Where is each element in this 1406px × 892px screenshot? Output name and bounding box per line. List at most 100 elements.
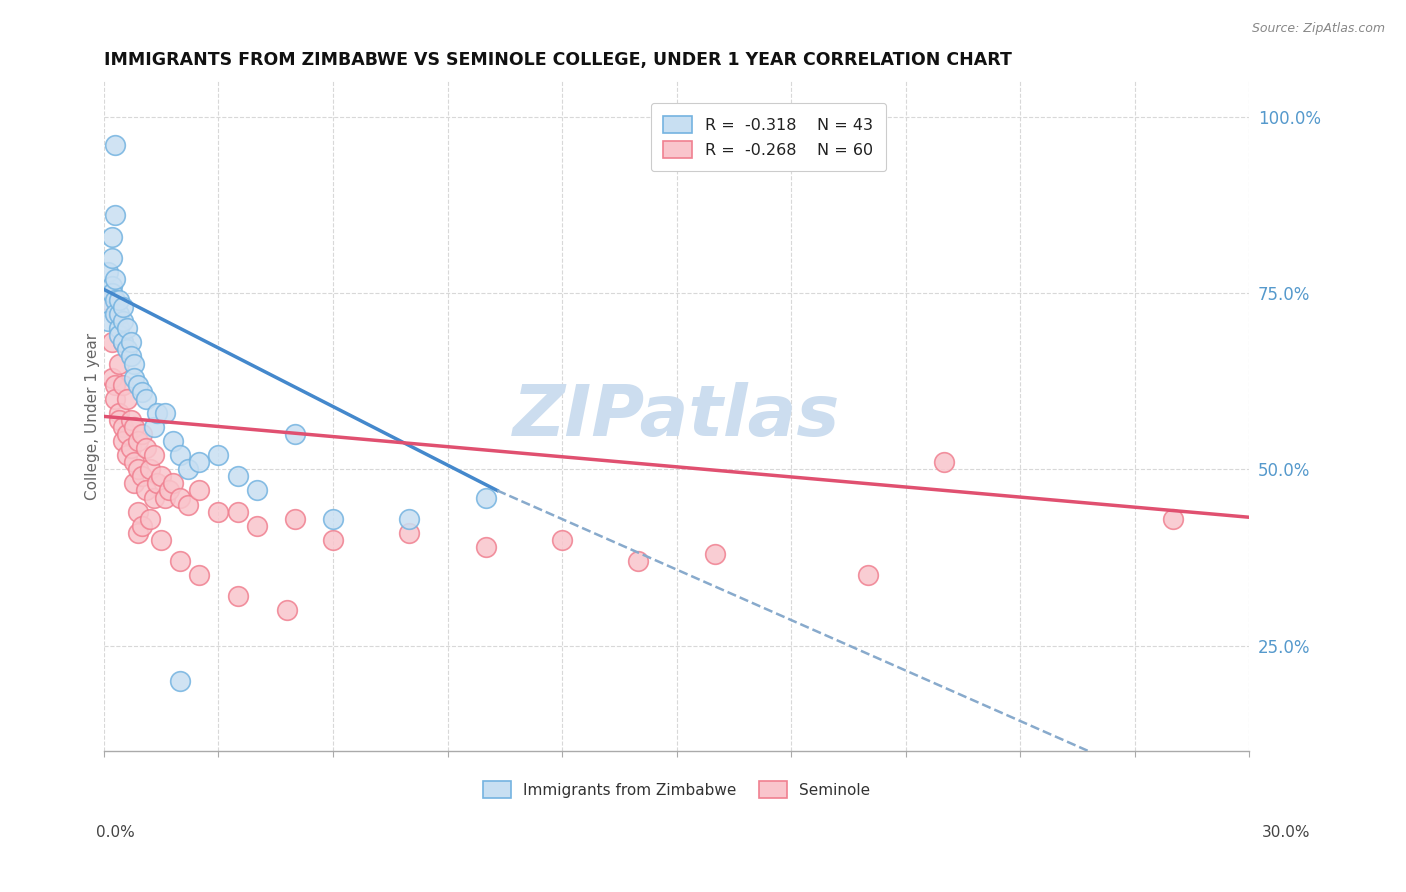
Point: [115, 343, 138, 357]
Point: [104, 208, 127, 222]
Point: [131, 469, 153, 483]
Point: [127, 505, 149, 519]
Point: [188, 568, 211, 582]
Point: [188, 483, 211, 498]
Point: [398, 525, 420, 540]
Point: [100, 229, 122, 244]
Point: [108, 307, 131, 321]
Point: [111, 300, 134, 314]
Point: [131, 427, 153, 442]
Point: [157, 483, 180, 498]
Text: 0.0%: 0.0%: [96, 825, 135, 840]
Point: [115, 448, 138, 462]
Point: [135, 441, 157, 455]
Point: [104, 377, 127, 392]
Point: [856, 568, 879, 582]
Point: [97, 265, 120, 279]
Point: [138, 462, 160, 476]
Point: [108, 406, 131, 420]
Point: [104, 137, 127, 152]
Point: [124, 357, 146, 371]
Point: [108, 413, 131, 427]
Point: [127, 377, 149, 392]
Point: [162, 434, 184, 448]
Point: [131, 518, 153, 533]
Point: [111, 434, 134, 448]
Point: [188, 455, 211, 469]
Point: [111, 420, 134, 434]
Point: [100, 251, 122, 265]
Point: [120, 413, 142, 427]
Point: [627, 554, 650, 568]
Point: [142, 448, 165, 462]
Point: [207, 448, 229, 462]
Point: [146, 406, 169, 420]
Point: [162, 476, 184, 491]
Point: [703, 547, 725, 561]
Point: [322, 511, 344, 525]
Point: [284, 511, 307, 525]
Point: [153, 491, 176, 505]
Point: [932, 455, 955, 469]
Point: [124, 455, 146, 469]
Point: [284, 427, 307, 442]
Point: [108, 357, 131, 371]
Point: [97, 293, 120, 307]
Point: [100, 370, 122, 384]
Point: [142, 420, 165, 434]
Point: [150, 533, 173, 547]
Point: [115, 321, 138, 335]
Point: [169, 554, 191, 568]
Point: [111, 335, 134, 350]
Point: [124, 476, 146, 491]
Point: [127, 525, 149, 540]
Point: [124, 420, 146, 434]
Point: [111, 335, 134, 350]
Point: [276, 603, 298, 617]
Point: [177, 462, 200, 476]
Point: [127, 462, 149, 476]
Point: [124, 370, 146, 384]
Point: [108, 328, 131, 343]
Point: [104, 272, 127, 286]
Point: [246, 483, 269, 498]
Point: [135, 483, 157, 498]
Point: [153, 406, 176, 420]
Text: 30.0%: 30.0%: [1263, 825, 1310, 840]
Point: [111, 314, 134, 328]
Point: [100, 285, 122, 300]
Text: IMMIGRANTS FROM ZIMBABWE VS SEMINOLE COLLEGE, UNDER 1 YEAR CORRELATION CHART: IMMIGRANTS FROM ZIMBABWE VS SEMINOLE COL…: [104, 51, 1012, 69]
Point: [100, 279, 122, 293]
Point: [226, 589, 249, 603]
Y-axis label: College, Under 1 year: College, Under 1 year: [86, 333, 100, 500]
Point: [246, 518, 269, 533]
Point: [398, 511, 420, 525]
Point: [226, 469, 249, 483]
Point: [169, 448, 191, 462]
Point: [142, 491, 165, 505]
Text: ZIPatlas: ZIPatlas: [513, 382, 841, 450]
Point: [120, 335, 142, 350]
Point: [104, 293, 127, 307]
Point: [115, 427, 138, 442]
Point: [127, 434, 149, 448]
Point: [97, 314, 120, 328]
Point: [474, 540, 496, 554]
Point: [104, 307, 127, 321]
Point: [169, 491, 191, 505]
Point: [108, 293, 131, 307]
Legend: Immigrants from Zimbabwe, Seminole: Immigrants from Zimbabwe, Seminole: [477, 775, 876, 804]
Point: [108, 321, 131, 335]
Point: [104, 307, 127, 321]
Point: [207, 505, 229, 519]
Point: [322, 533, 344, 547]
Point: [474, 491, 496, 505]
Point: [135, 392, 157, 406]
Point: [551, 533, 574, 547]
Point: [104, 392, 127, 406]
Point: [111, 377, 134, 392]
Point: [100, 335, 122, 350]
Point: [150, 469, 173, 483]
Point: [115, 392, 138, 406]
Point: [146, 476, 169, 491]
